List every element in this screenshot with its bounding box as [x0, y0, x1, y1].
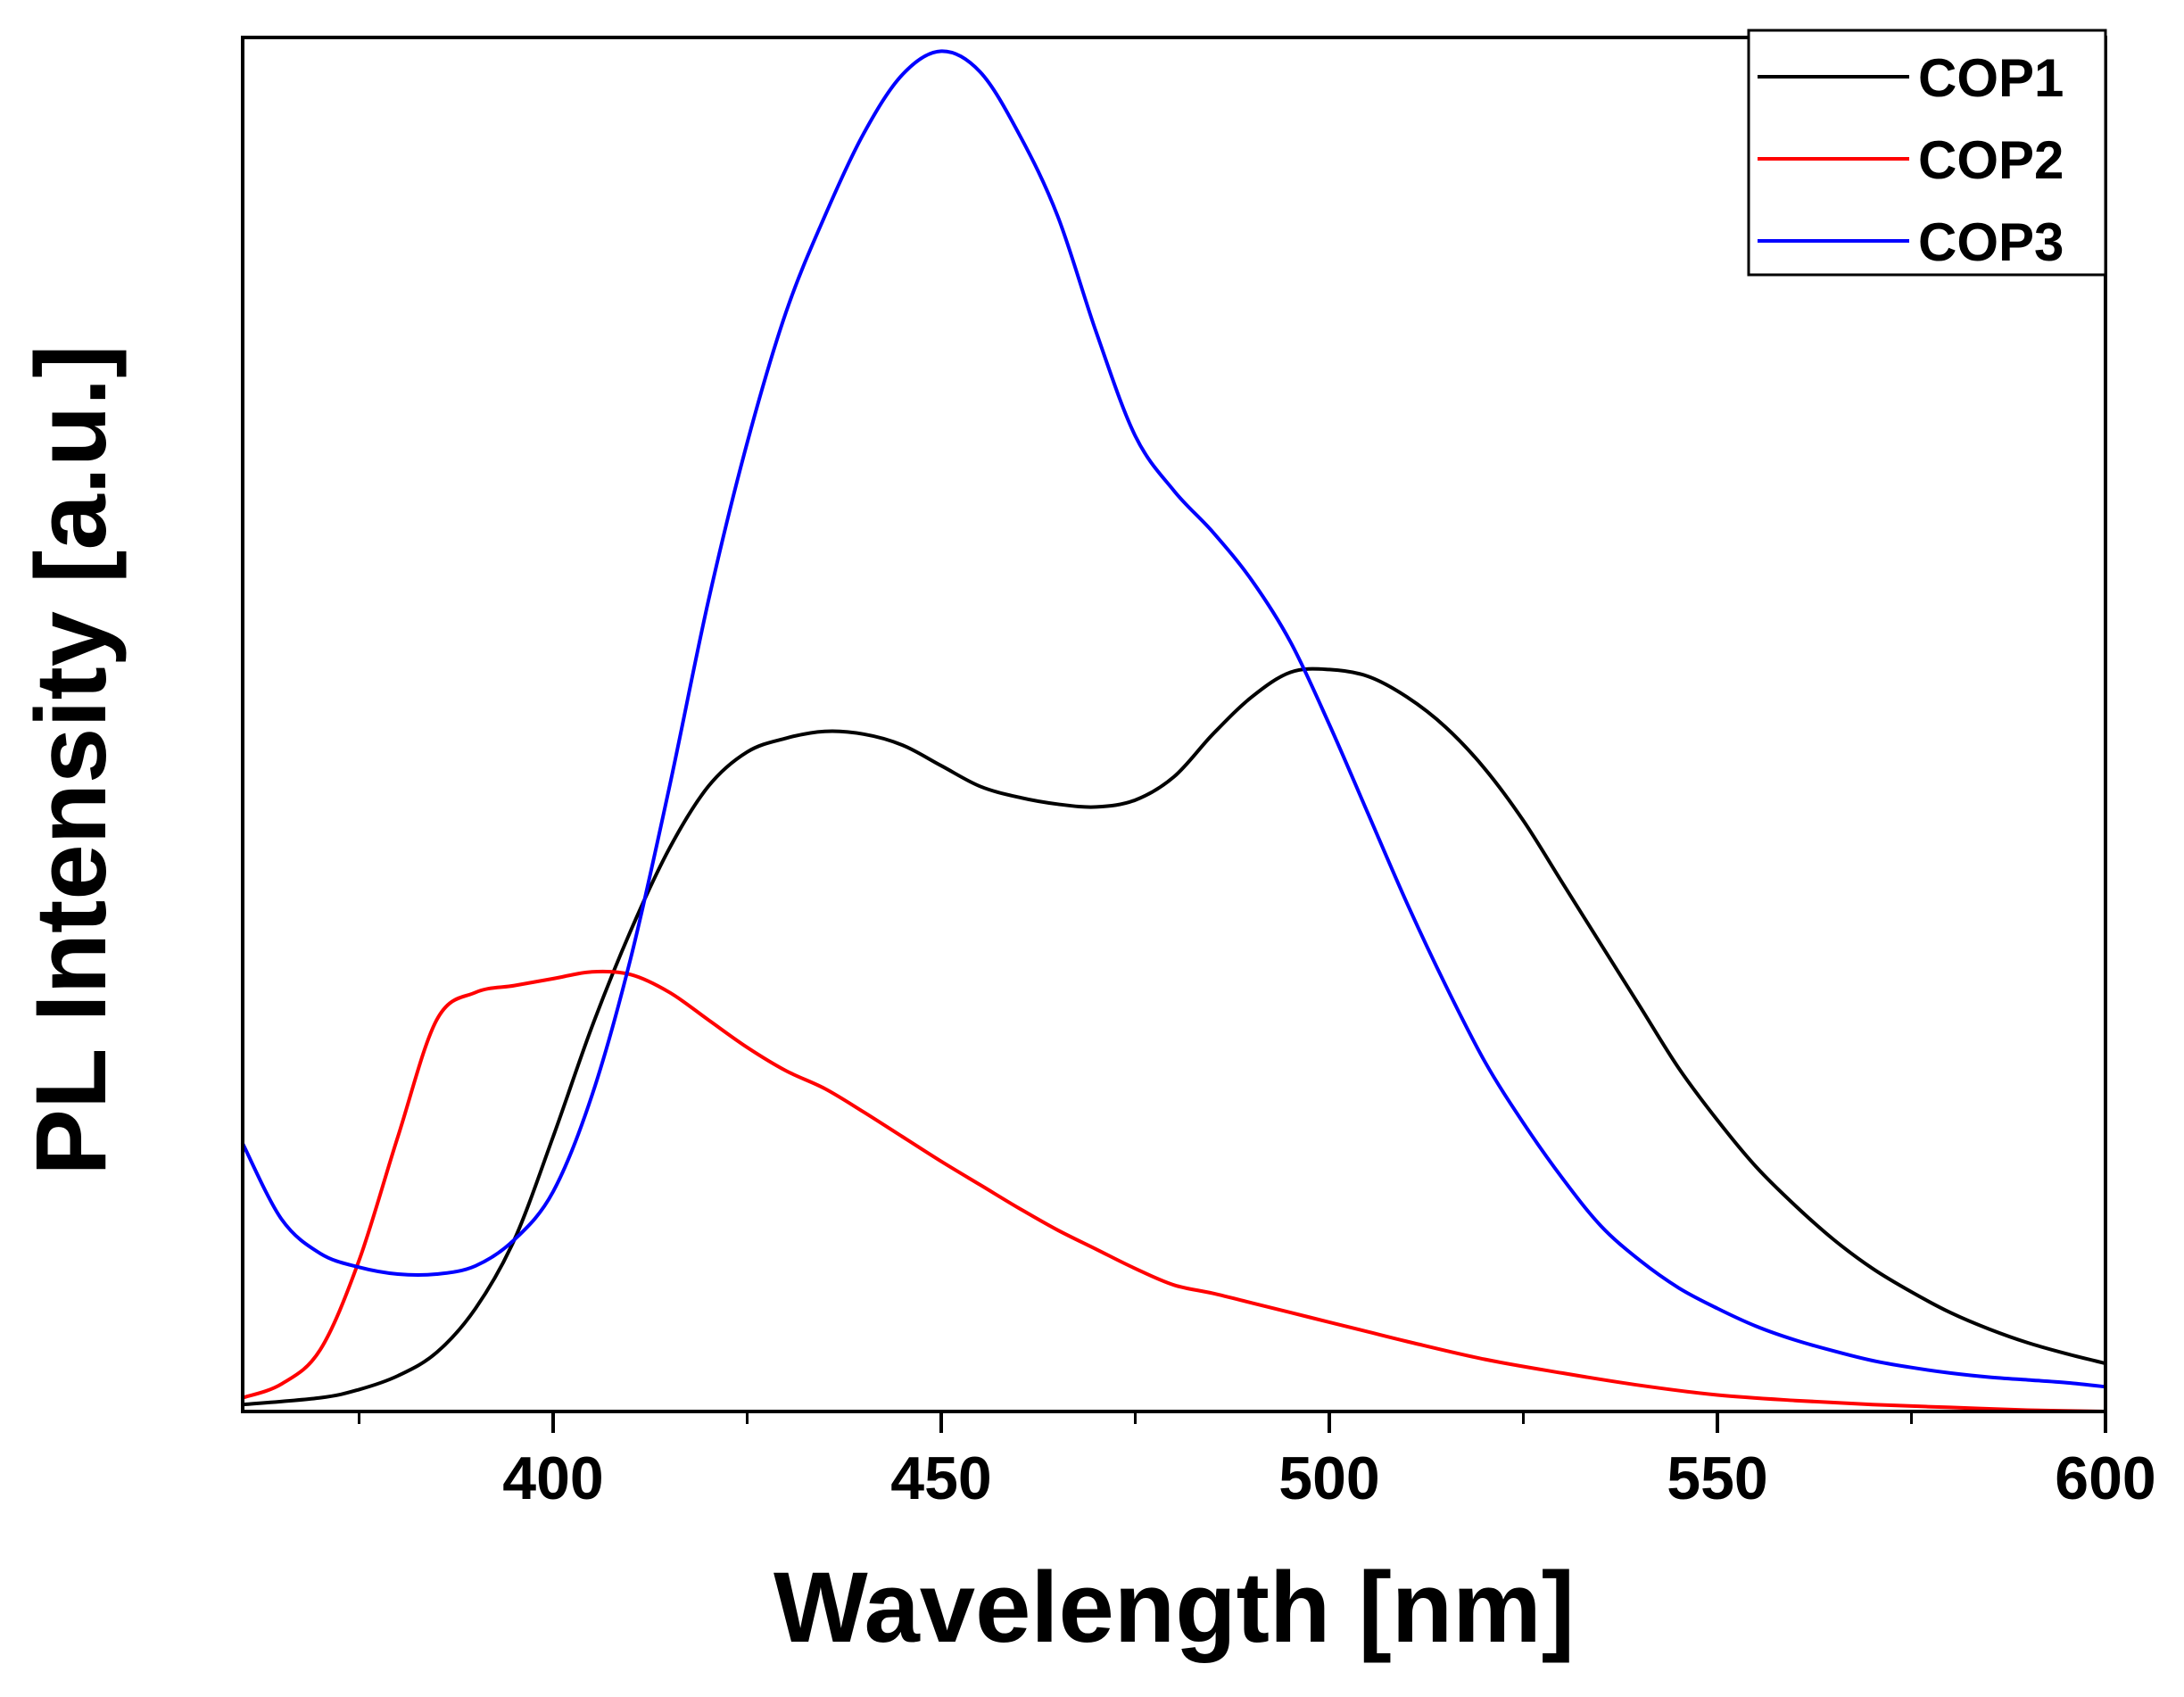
x-tick-label-450: 450 [890, 1445, 991, 1512]
x-tick-label-400: 400 [502, 1445, 603, 1512]
series-layer [241, 49, 2107, 1413]
plot-frame [241, 36, 2107, 1413]
x-tick-label-500: 500 [1278, 1445, 1379, 1512]
series-line-cop3 [241, 49, 2107, 1389]
y-axis-title: PL Intensity [a.u.] [15, 344, 127, 1175]
legend-label-cop1: COP1 [1918, 48, 2064, 108]
legend: COP1 COP2 COP3 [1747, 29, 2107, 277]
x-tick-label-550: 550 [1667, 1445, 1767, 1512]
legend-box [1747, 29, 2107, 277]
x-axis-ticks: 400 450 500 550 600 [358, 1411, 2156, 1512]
x-axis-title: Wavelength [nm] [774, 1552, 1575, 1663]
series-line-cop2 [241, 969, 2107, 1413]
legend-label-cop3: COP3 [1918, 212, 2064, 272]
series-line-cop1 [241, 666, 2107, 1407]
legend-label-cop2: COP2 [1918, 130, 2064, 190]
x-tick-label-600: 600 [2055, 1445, 2155, 1512]
